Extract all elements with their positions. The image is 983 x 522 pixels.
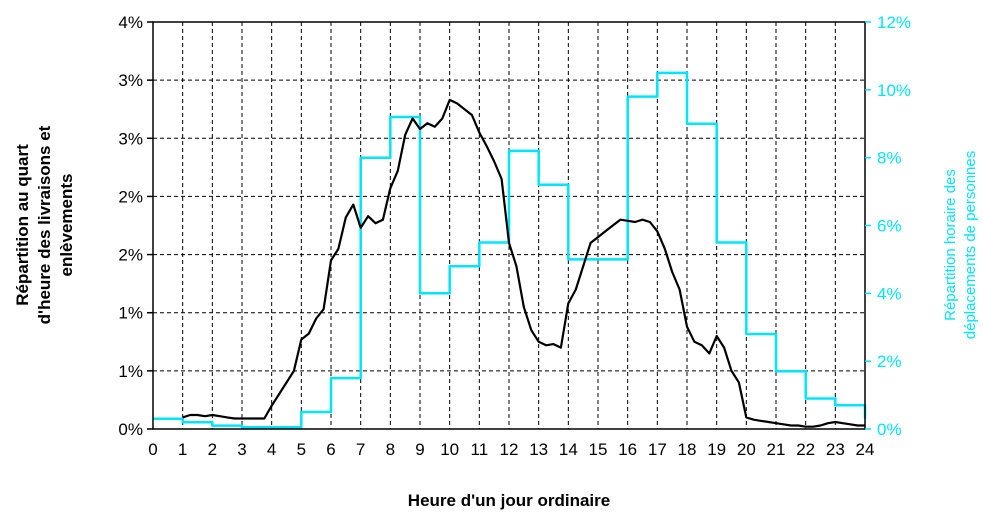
x-tick-label: 24: [856, 440, 875, 459]
y-right-title-group: Répartition horaire des déplacements de …: [942, 151, 979, 339]
x-tick-label: 12: [500, 440, 519, 459]
x-tick-label: 2: [208, 440, 217, 459]
y-right-tick-label: 12%: [877, 13, 911, 32]
x-tick-label: 23: [826, 440, 845, 459]
x-tick-label: 22: [796, 440, 815, 459]
x-tick-label: 17: [648, 440, 667, 459]
x-tick-label: 19: [707, 440, 726, 459]
x-tick-label: 10: [440, 440, 459, 459]
y-right-title-line-2: déplacements de personnes: [962, 151, 979, 339]
x-tick-label: 11: [471, 440, 489, 459]
x-tick-label: 20: [737, 440, 756, 459]
y-right-tick-label: 6%: [877, 217, 902, 236]
x-tick-label: 4: [267, 440, 276, 459]
y-right-tick-label: 4%: [877, 284, 902, 303]
y-right-tick-label: 2%: [877, 352, 902, 371]
y-left-title-line-1: Répartition au quart: [13, 144, 32, 306]
x-tick-label: 5: [297, 440, 306, 459]
y-left-tick-label: 3%: [118, 71, 143, 90]
x-axis-title: Heure d'un jour ordinaire: [408, 491, 610, 510]
y-left-title-line-3: enlèvements: [57, 174, 76, 277]
y-left-tick-label: 4%: [118, 13, 143, 32]
x-tick-label: 14: [559, 440, 578, 459]
x-tick-label: 18: [678, 440, 697, 459]
x-tick-label: 0: [148, 440, 157, 459]
tick-labels: 0%1%1%2%2%3%3%4%0%2%4%6%8%10%12%0 1 2 3 4 5 6 7…: [118, 13, 911, 459]
series-line-deliveries: [182, 98, 865, 428]
y-left-title-line-2: d'heure des livraisons et: [35, 125, 54, 324]
x-tick-label: 15: [589, 440, 608, 459]
x-tick-label: 9: [415, 440, 424, 459]
x-tick-label: 6: [326, 440, 335, 459]
series-layer: [153, 71, 867, 429]
y-left-tick-label: 0%: [118, 420, 143, 439]
y-right-tick-label: 0%: [877, 420, 902, 439]
x-tick-label: 21: [767, 440, 786, 459]
y-left-tick-label: 1%: [118, 304, 143, 323]
series-line-trips: [153, 71, 867, 429]
x-tick-label: 8: [386, 440, 395, 459]
y-right-tick-label: 8%: [877, 149, 902, 168]
y-left-tick-label: 2%: [118, 246, 143, 265]
x-tick-label: 16: [618, 440, 637, 459]
y-left-tick-label: 2%: [118, 187, 143, 206]
y-left-title-group: Répartition au quart d'heure des livrais…: [13, 125, 76, 324]
y-left-tick-label: 3%: [118, 129, 143, 148]
x-tick-label: 1: [178, 440, 187, 459]
x-tick-label: 13: [529, 440, 548, 459]
y-left-tick-label: 1%: [118, 362, 143, 381]
y-right-title-line-1: Répartition horaire des: [942, 169, 959, 321]
x-tick-label: 3: [237, 440, 246, 459]
y-right-tick-label: 10%: [877, 81, 911, 100]
x-tick-label: 7: [356, 440, 365, 459]
